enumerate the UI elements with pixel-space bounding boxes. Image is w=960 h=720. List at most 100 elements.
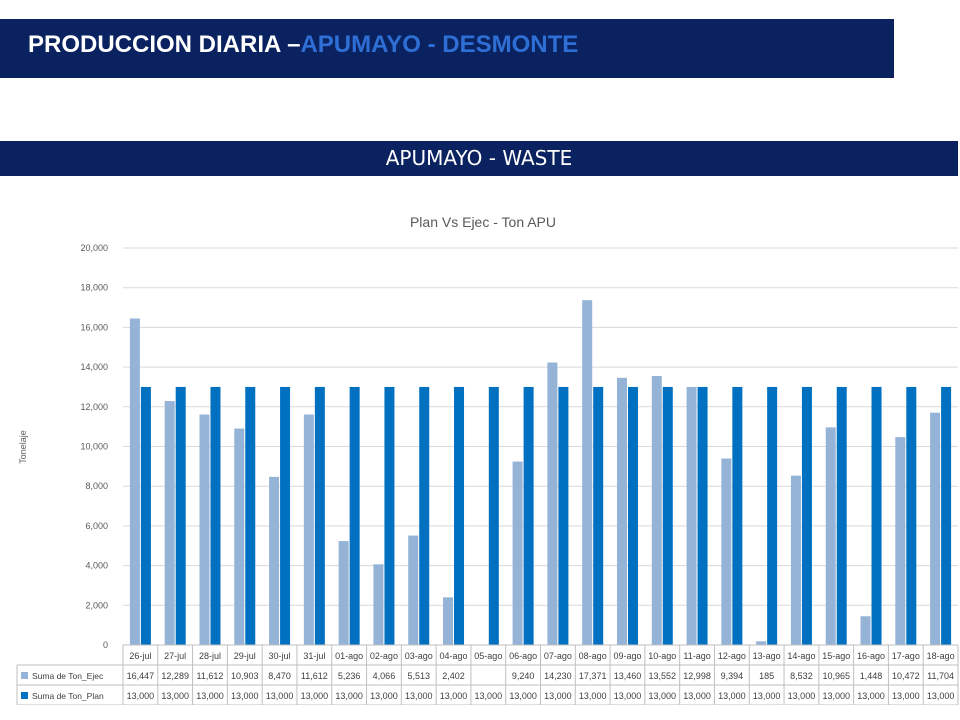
data-label: 13,000 xyxy=(683,691,711,701)
y-tick-label: 6,000 xyxy=(85,521,108,531)
data-label: 13,000 xyxy=(509,691,537,701)
data-label: 13,000 xyxy=(370,691,398,701)
legend-swatch xyxy=(21,672,28,679)
x-tick-label: 16-ago xyxy=(857,651,885,661)
data-label: 13,000 xyxy=(196,691,224,701)
x-tick-label: 02-ago xyxy=(370,651,398,661)
data-label: 9,240 xyxy=(512,671,535,681)
section-label: APUMAYO - WASTE xyxy=(385,146,573,170)
bar-ejec xyxy=(303,414,314,645)
bar-ejec xyxy=(721,458,732,645)
data-label: 8,470 xyxy=(268,671,291,681)
data-label: 13,000 xyxy=(475,691,503,701)
bar-ejec xyxy=(338,541,349,645)
y-tick-label: 8,000 xyxy=(85,481,108,491)
data-label: 11,612 xyxy=(301,671,328,681)
x-tick-label: 06-ago xyxy=(509,651,537,661)
bar-plan xyxy=(280,386,291,645)
page-title-main: PRODUCCION DIARIA – xyxy=(28,31,301,58)
bar-plan xyxy=(488,386,499,645)
data-label: 16,447 xyxy=(127,671,155,681)
data-label: 10,472 xyxy=(892,671,920,681)
bar-plan xyxy=(419,386,430,645)
bar-plan xyxy=(314,386,325,645)
y-tick-label: 0 xyxy=(103,640,108,650)
data-label: 5,236 xyxy=(338,671,361,681)
bar-plan xyxy=(210,386,221,645)
bar-plan xyxy=(593,386,604,645)
bar-ejec xyxy=(790,475,801,645)
x-tick-label: 09-ago xyxy=(613,651,641,661)
x-tick-label: 27-jul xyxy=(164,651,186,661)
data-label: 13,000 xyxy=(649,691,677,701)
bar-plan xyxy=(627,386,638,645)
data-label: 13,000 xyxy=(927,691,955,701)
data-label: 13,000 xyxy=(440,691,468,701)
y-tick-label: 12,000 xyxy=(80,402,108,412)
data-label: 13,000 xyxy=(857,691,885,701)
x-tick-label: 08-ago xyxy=(579,651,607,661)
data-label: 9,394 xyxy=(721,671,744,681)
data-label: 13,000 xyxy=(161,691,189,701)
bar-plan xyxy=(662,386,673,645)
bar-plan xyxy=(871,386,882,645)
bar-ejec xyxy=(686,386,697,645)
data-label: 13,000 xyxy=(231,691,259,701)
bar-plan xyxy=(732,386,743,645)
bar-ejec xyxy=(234,428,245,645)
y-tick-label: 4,000 xyxy=(85,561,108,571)
legend-swatch xyxy=(21,692,28,699)
bar-ejec xyxy=(616,377,627,645)
x-tick-label: 30-jul xyxy=(269,651,291,661)
data-label: 13,000 xyxy=(788,691,816,701)
bar-ejec xyxy=(443,597,454,645)
bar-plan xyxy=(906,386,917,645)
series-label: Suma de Ton_Plan xyxy=(32,691,104,701)
data-label: 13,460 xyxy=(614,671,642,681)
data-label: 13,000 xyxy=(718,691,746,701)
bar-ejec xyxy=(756,641,767,645)
data-label: 13,000 xyxy=(127,691,155,701)
data-label: 13,000 xyxy=(335,691,363,701)
data-label: 2,402 xyxy=(442,671,465,681)
x-tick-label: 18-ago xyxy=(927,651,955,661)
chart-title: Plan Vs Ejec - Ton APU xyxy=(410,214,556,230)
x-tick-label: 12-ago xyxy=(718,651,746,661)
bar-plan xyxy=(697,386,708,645)
x-tick-label: 13-ago xyxy=(753,651,781,661)
y-tick-label: 20,000 xyxy=(80,243,108,253)
data-label: 185 xyxy=(759,671,774,681)
series-label: Suma de Ton_Ejec xyxy=(32,671,104,681)
data-label: 13,000 xyxy=(892,691,920,701)
data-label: 11,704 xyxy=(927,671,954,681)
bar-plan xyxy=(836,386,847,645)
bar-plan xyxy=(454,386,465,645)
x-tick-label: 29-jul xyxy=(234,651,256,661)
x-tick-label: 17-ago xyxy=(892,651,920,661)
x-tick-label: 28-jul xyxy=(199,651,221,661)
data-label: 8,532 xyxy=(790,671,813,681)
data-label: 17,371 xyxy=(579,671,607,681)
data-label: 13,000 xyxy=(579,691,607,701)
data-label: 13,000 xyxy=(405,691,433,701)
bar-ejec xyxy=(129,318,140,645)
bar-plan xyxy=(140,386,151,645)
x-tick-label: 01-ago xyxy=(335,651,363,661)
data-label: 13,000 xyxy=(301,691,329,701)
bar-plan xyxy=(384,386,395,645)
data-label: 12,289 xyxy=(161,671,189,681)
x-tick-label: 26-jul xyxy=(129,651,151,661)
y-tick-label: 10,000 xyxy=(80,442,108,452)
bar-plan xyxy=(558,386,569,645)
data-label: 1,448 xyxy=(860,671,883,681)
x-tick-label: 07-ago xyxy=(544,651,572,661)
title-banner xyxy=(0,19,894,78)
bar-ejec xyxy=(582,300,593,645)
bar-ejec xyxy=(199,414,210,645)
x-tick-label: 11-ago xyxy=(683,651,710,661)
page-title: PRODUCCION DIARIA –APUMAYO - DESMONTE xyxy=(28,31,578,59)
bar-plan xyxy=(801,386,812,645)
section-banner xyxy=(0,141,958,176)
x-tick-label: 14-ago xyxy=(787,651,815,661)
bar-ejec xyxy=(930,412,941,645)
